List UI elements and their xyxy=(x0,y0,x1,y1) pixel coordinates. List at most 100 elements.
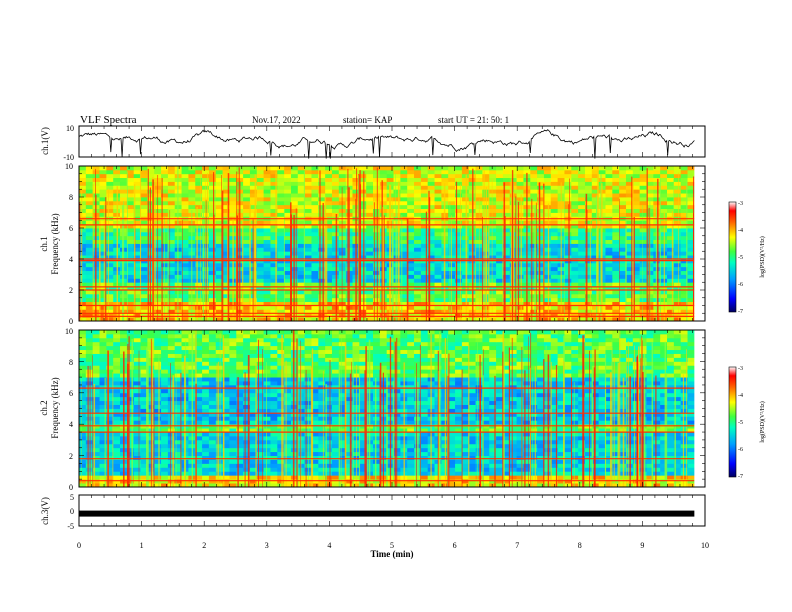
spectrogram-cell xyxy=(660,189,668,194)
spectrogram-cell xyxy=(502,467,511,472)
spectrogram-cell xyxy=(455,251,463,256)
spectrogram-cell xyxy=(263,166,271,171)
spectrogram-cell xyxy=(543,317,552,322)
spectrogram-cell xyxy=(249,479,258,484)
spectrogram-cell xyxy=(215,251,223,256)
spectrogram-cell xyxy=(564,459,572,464)
spectrogram-cell xyxy=(489,173,497,179)
spectrogram-cell xyxy=(222,185,230,190)
spectrogram-cell xyxy=(85,243,94,248)
spectrogram-cell xyxy=(256,447,265,453)
spectrogram-cell xyxy=(106,197,114,202)
spectrogram-cell xyxy=(304,301,312,306)
spectrogram-cell xyxy=(373,447,381,453)
spectrogram-cell xyxy=(598,169,606,175)
spectrogram-cell xyxy=(598,447,606,453)
spectrogram-cell xyxy=(147,185,155,190)
spectrogram-cell xyxy=(215,255,223,260)
spectrogram-cell xyxy=(311,317,319,322)
spectrogram-cell xyxy=(277,467,285,472)
spectrogram-cell xyxy=(625,297,634,303)
spectrogram-cell xyxy=(537,305,545,310)
spectrogram-cell xyxy=(427,255,435,260)
spectrogram-cell xyxy=(420,278,429,283)
spectrogram-cell xyxy=(243,247,251,252)
spectrogram-cell xyxy=(318,181,326,186)
spectrogram-cell xyxy=(140,166,148,171)
spectrogram-cell xyxy=(243,313,251,318)
spectrogram-cell xyxy=(85,266,94,272)
spectrogram-cell xyxy=(208,313,217,318)
spectrogram-cell xyxy=(578,483,586,488)
spectrogram-cell xyxy=(612,266,620,272)
spectrogram-cell xyxy=(256,239,265,244)
spectrogram-cell xyxy=(680,239,688,244)
spectrogram-cell xyxy=(106,293,114,299)
spectrogram-cell xyxy=(489,451,497,457)
spectrogram-cell xyxy=(523,447,531,453)
spectrogram-cell xyxy=(687,313,695,318)
spectrogram-cell xyxy=(140,282,148,287)
spectrogram-cell xyxy=(366,239,374,244)
spectrogram-cell xyxy=(639,239,647,244)
spectrogram-cell xyxy=(373,270,381,275)
spectrogram-cell xyxy=(208,467,217,472)
spectrogram-cell xyxy=(113,455,121,460)
spectrogram-cell xyxy=(79,286,87,291)
spectrogram-cell xyxy=(667,185,675,190)
spectrogram-cell xyxy=(680,243,688,248)
spectrogram-cell xyxy=(331,251,340,256)
spectrogram-cell xyxy=(311,224,319,229)
spectrogram-cell xyxy=(434,282,442,287)
spectrogram-cell xyxy=(612,309,620,314)
spectrogram-cell xyxy=(99,475,107,480)
spectrogram-cell xyxy=(557,166,565,171)
spectrogram-cell xyxy=(632,208,641,213)
spectrogram-cell xyxy=(502,290,511,295)
spectrogram-cell xyxy=(502,212,511,217)
ch1-spectrogram-panel: 0 2 4 6 8 10 ch.1 Frequency (kHz) -3 -4 … xyxy=(39,162,766,326)
spectrogram-cell xyxy=(181,305,189,310)
spectrogram-cell xyxy=(270,451,278,457)
spectrogram-cell xyxy=(263,173,271,179)
spectrogram-cell xyxy=(543,305,552,310)
spectrogram-cell xyxy=(530,297,538,303)
spectrogram-cell xyxy=(400,173,408,179)
spectrogram-cell xyxy=(154,166,162,171)
spectrogram-cell xyxy=(496,293,504,299)
spectrogram-cell xyxy=(304,239,312,244)
spectrogram-cell xyxy=(578,247,586,252)
spectrogram-cell xyxy=(667,189,675,194)
spectrogram-cell xyxy=(584,243,593,248)
spectrogram-cell xyxy=(304,255,312,260)
spectrogram-cell xyxy=(571,166,579,171)
spectrogram-cell xyxy=(140,255,148,260)
spectrogram-cell xyxy=(516,169,524,175)
spectrogram-cell xyxy=(263,266,271,272)
spectrogram-cell xyxy=(215,443,223,449)
spectrogram-cell xyxy=(475,463,483,468)
spectrogram-cell xyxy=(154,463,162,468)
spectrogram-cell xyxy=(311,467,319,472)
spectrogram-cell xyxy=(612,297,620,303)
spectrogram-cell xyxy=(352,286,360,291)
spectrogram-cell xyxy=(79,166,87,171)
spectrogram-cell xyxy=(181,309,189,314)
spectrogram-cell xyxy=(619,297,627,303)
spectrogram-cell xyxy=(379,169,388,175)
spectrogram-cell xyxy=(639,313,647,318)
spectrogram-cell xyxy=(660,475,668,480)
spectrogram-cell xyxy=(461,220,470,225)
spectrogram-cell xyxy=(687,301,695,306)
spectrogram-cell xyxy=(461,301,470,306)
spectrogram-cell xyxy=(208,251,217,256)
spectrogram-cell xyxy=(680,313,688,318)
spectrogram-cell xyxy=(502,200,511,206)
spectrogram-cell xyxy=(564,169,572,175)
spectrogram-cell xyxy=(359,181,367,186)
spectrogram-cell xyxy=(297,224,306,229)
spectrogram-cell xyxy=(325,301,333,306)
spectrogram-cell xyxy=(318,200,326,206)
spectrogram-cell xyxy=(612,471,620,476)
spectrogram-cell xyxy=(584,290,593,295)
